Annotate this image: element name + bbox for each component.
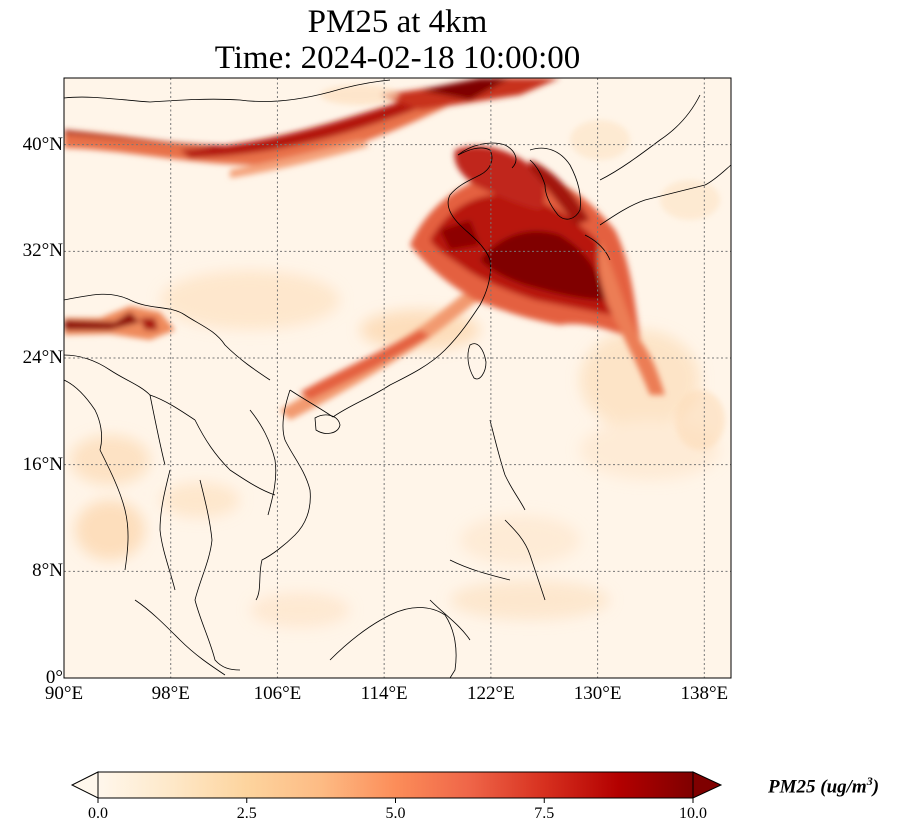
lat-tick-label: 24°N <box>22 347 63 368</box>
colorbar-tick-label: 5.0 <box>385 805 406 822</box>
lat-tick-label: 32°N <box>22 240 63 262</box>
lon-tick-label: 130°E <box>573 683 622 704</box>
map-gridlines <box>64 78 731 678</box>
map-subtitle-time: Time: 2024-02-18 10:00:00 <box>214 40 581 76</box>
colorbar-gradient <box>97 771 694 799</box>
lon-tick-label: 90°E <box>44 683 84 704</box>
lon-tick-label: 122°E <box>467 683 515 704</box>
colorbar-title: PM25 (ug/m3) <box>768 774 880 798</box>
lon-tick-label: 138°E <box>680 683 729 704</box>
lat-tick-label: 16°N <box>22 453 63 475</box>
colorbar-extend-max <box>692 771 723 799</box>
colorbar-tick-label: 2.5 <box>236 805 257 822</box>
lon-tick-label: 114°E <box>360 683 408 704</box>
colorbar <box>70 771 723 803</box>
colorbar-extend-min <box>70 771 99 799</box>
lon-tick-label: 106°E <box>253 683 302 704</box>
coastlines-borders <box>64 79 731 678</box>
colorbar-tick-label: 0.0 <box>88 805 108 822</box>
colorbar-tick-label: 7.5 <box>534 805 555 822</box>
pm25-concentration-field <box>64 78 725 628</box>
lat-tick-label: 0° <box>45 667 63 688</box>
map-title: PM25 at 4km <box>307 4 488 40</box>
lat-tick-label: 8°N <box>32 560 63 582</box>
colorbar-tick-label: 10.0 <box>679 805 707 822</box>
lat-tick-label: 40°N <box>22 133 63 155</box>
lon-tick-label: 98°E <box>151 683 190 704</box>
map-frame <box>63 77 732 679</box>
